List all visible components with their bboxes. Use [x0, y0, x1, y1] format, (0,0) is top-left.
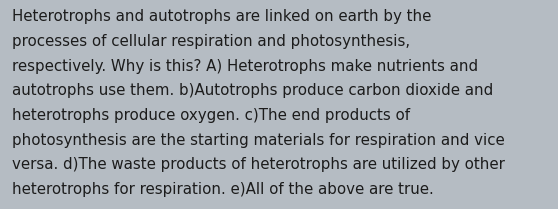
- Text: heterotrophs for respiration. e)All of the above are true.: heterotrophs for respiration. e)All of t…: [12, 182, 434, 197]
- Text: Heterotrophs and autotrophs are linked on earth by the: Heterotrophs and autotrophs are linked o…: [12, 9, 432, 24]
- Text: processes of cellular respiration and photosynthesis,: processes of cellular respiration and ph…: [12, 34, 410, 49]
- Text: respectively. Why is this? A) Heterotrophs make nutrients and: respectively. Why is this? A) Heterotrop…: [12, 59, 478, 74]
- Text: autotrophs use them. b)Autotrophs produce carbon dioxide and: autotrophs use them. b)Autotrophs produc…: [12, 83, 493, 98]
- Text: heterotrophs produce oxygen. c)The end products of: heterotrophs produce oxygen. c)The end p…: [12, 108, 410, 123]
- Text: photosynthesis are the starting materials for respiration and vice: photosynthesis are the starting material…: [12, 133, 505, 148]
- Text: versa. d)The waste products of heterotrophs are utilized by other: versa. d)The waste products of heterotro…: [12, 157, 505, 172]
